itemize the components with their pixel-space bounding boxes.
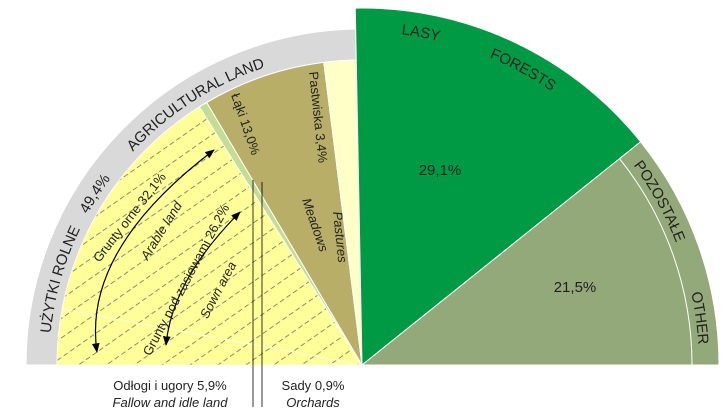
fallow-label-en: Fallow and idle land — [113, 395, 229, 410]
pastures-label: Pastwiska 3,4% — [306, 71, 331, 164]
forests-value: 29,1% — [419, 162, 462, 179]
orchards-label-en: Orchards — [286, 395, 340, 410]
fallow-label: Odłogi i ugory 5,9% — [113, 378, 227, 393]
arable-arrow — [91, 149, 215, 353]
other-value: 21,5% — [554, 279, 597, 296]
other-band-line — [619, 158, 693, 366]
orchards-label: Sady 0,9% — [282, 378, 345, 393]
sown-arrow — [162, 211, 241, 346]
slice — [354, 7, 642, 367]
slice — [360, 141, 720, 366]
pastures-label-en: Pastures — [330, 211, 350, 264]
